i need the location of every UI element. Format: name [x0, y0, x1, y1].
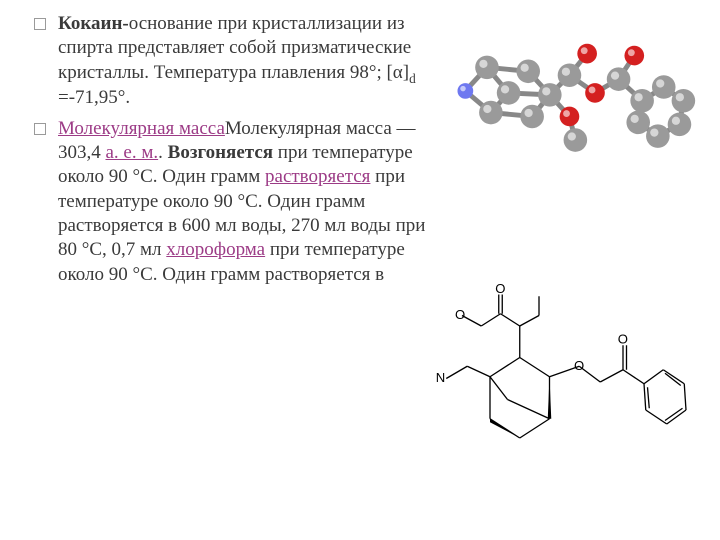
text-link: растворяется: [265, 166, 370, 187]
list-item: Молекулярная массаМолекулярная масса — 3…: [30, 117, 430, 287]
text-bold: Кокаин-: [58, 13, 129, 34]
svg-text:N: N: [436, 370, 445, 385]
text-link: хлороформа: [166, 239, 265, 260]
text-link: а. е. м.: [106, 142, 159, 163]
text-column: Кокаин-основание при кристаллизации из с…: [30, 12, 430, 287]
svg-text:O: O: [455, 307, 465, 322]
text-link: Молекулярная масса: [58, 118, 225, 139]
text-plain: .: [158, 142, 168, 163]
bullet-list: Кокаин-основание при кристаллизации из с…: [30, 12, 430, 287]
molecule-3d-image: [430, 5, 705, 170]
text-subscript: d: [409, 70, 416, 85]
text-bold: Возгоняется: [168, 142, 273, 163]
svg-text:O: O: [495, 281, 505, 296]
svg-text:O: O: [574, 358, 584, 373]
molecule-2d-structure: O O O O N: [420, 255, 700, 495]
text-plain: =-71,95°.: [58, 87, 130, 108]
svg-text:O: O: [618, 332, 628, 347]
list-item: Кокаин-основание при кристаллизации из с…: [30, 12, 430, 111]
slide: Кокаин-основание при кристаллизации из с…: [0, 0, 720, 540]
